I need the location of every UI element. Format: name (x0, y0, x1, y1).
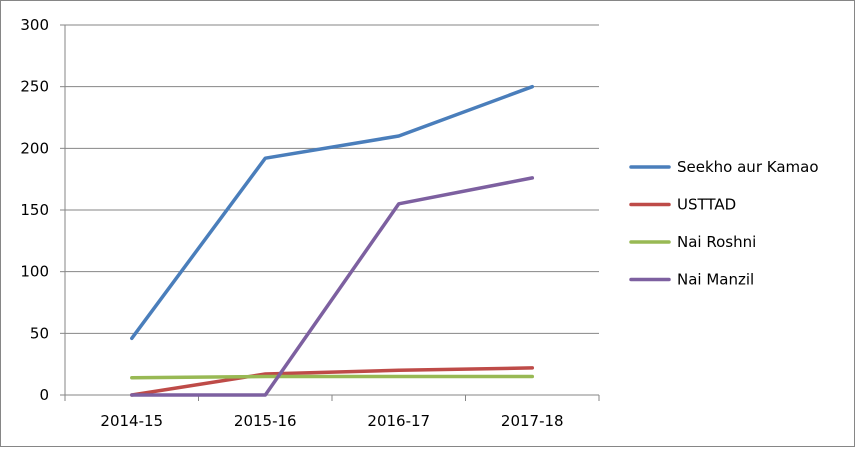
y-tick-label: 200 (20, 139, 49, 157)
x-tick-labels: 2014-15 2015-16 2016-17 2017-18 (100, 412, 563, 430)
series-lines (130, 84, 535, 397)
x-tick-label: 2014-15 (100, 412, 163, 430)
legend-label: Nai Roshni (677, 233, 756, 251)
y-tick-label: 300 (20, 16, 49, 34)
y-tick-label: 250 (20, 78, 49, 96)
y-tick-label: 150 (20, 201, 49, 219)
series-line-1 (130, 84, 535, 341)
legend-label: Seekho aur Kamao (677, 158, 819, 176)
y-tick-labels: 0 50 100 150 200 250 300 (20, 16, 49, 404)
series-line-2 (130, 366, 535, 397)
series-line-4 (130, 176, 535, 397)
x-tick-label: 2017-18 (501, 412, 564, 430)
legend-item: USTTAD (629, 196, 736, 214)
y-tick-label: 100 (20, 263, 49, 281)
x-tick-label: 2015-16 (234, 412, 297, 430)
gridlines (65, 24, 599, 334)
y-tick-label: 50 (30, 324, 49, 342)
x-tick-label: 2016-17 (367, 412, 430, 430)
axes (60, 24, 600, 401)
legend-label: Nai Manzil (677, 271, 754, 289)
legend-item: Nai Manzil (629, 271, 754, 289)
legend-item: Seekho aur Kamao (629, 158, 819, 176)
legend-label: USTTAD (677, 196, 736, 214)
legend: Seekho aur Kamao USTTAD Nai Roshni Nai Manz… (629, 158, 819, 289)
y-tick-label: 0 (39, 386, 49, 404)
legend-item: Nai Roshni (629, 233, 756, 251)
series-line-3 (130, 374, 535, 380)
